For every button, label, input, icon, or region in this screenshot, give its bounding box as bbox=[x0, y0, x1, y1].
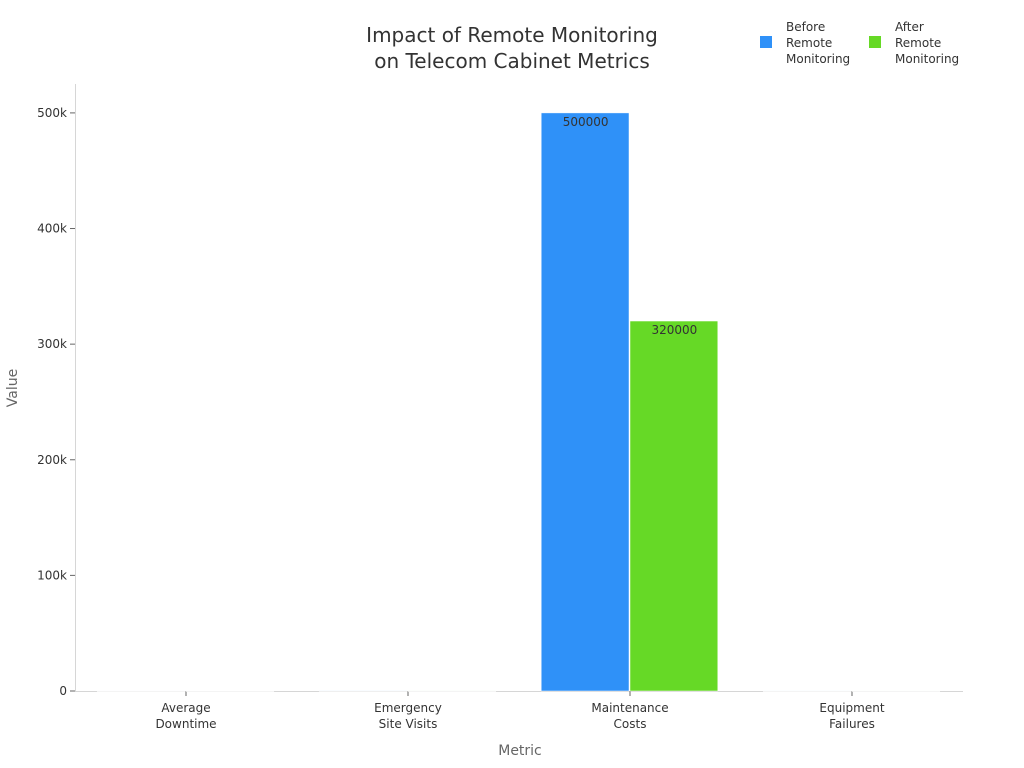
bar-value-label: 500000 bbox=[563, 115, 609, 129]
x-tick-label: Maintenance Costs bbox=[591, 701, 668, 731]
bars-group bbox=[96, 112, 941, 692]
chart-title: Impact of Remote Monitoring on Telecom C… bbox=[312, 22, 712, 74]
bar bbox=[629, 320, 719, 692]
legend-swatch bbox=[869, 36, 881, 48]
y-tick-label: 200k bbox=[37, 453, 67, 467]
legend-label: After Remote Monitoring bbox=[895, 20, 959, 66]
bar bbox=[407, 690, 497, 692]
bar bbox=[851, 690, 941, 692]
y-tick-label: 400k bbox=[37, 222, 67, 236]
y-tick-label: 100k bbox=[37, 568, 67, 582]
chart-title-line-2: on Telecom Cabinet Metrics bbox=[374, 49, 650, 73]
x-axis-label: Metric bbox=[498, 743, 542, 759]
y-axis-label: Value bbox=[5, 369, 21, 407]
y-tick-label: 300k bbox=[37, 337, 67, 351]
y-tick-label: 500k bbox=[37, 106, 67, 120]
x-tick-label: Emergency Site Visits bbox=[374, 701, 442, 731]
x-tick-label: Equipment Failures bbox=[819, 701, 884, 731]
x-axis-ticks: Average Downtime Emergency Site Visits Maint… bbox=[155, 691, 885, 731]
x-tick-label: Average Downtime bbox=[155, 701, 216, 731]
legend-label: Before Remote Monitoring bbox=[786, 20, 850, 66]
bar-labels-group: 500000 320000 bbox=[563, 115, 698, 337]
bar-value-label: 320000 bbox=[651, 323, 697, 337]
y-axis-ticks: 0 100k 200k 300k 400k 500k bbox=[37, 106, 75, 698]
legend-swatch bbox=[760, 36, 772, 48]
y-tick-label: 0 bbox=[59, 684, 67, 698]
bar bbox=[96, 690, 186, 692]
bar bbox=[318, 690, 408, 692]
bar bbox=[540, 112, 630, 692]
legend: Before Remote Monitoring After Remote Monitor… bbox=[760, 20, 959, 66]
chart-title-line-1: Impact of Remote Monitoring bbox=[366, 23, 658, 47]
bar bbox=[185, 690, 275, 692]
bar bbox=[762, 690, 852, 692]
